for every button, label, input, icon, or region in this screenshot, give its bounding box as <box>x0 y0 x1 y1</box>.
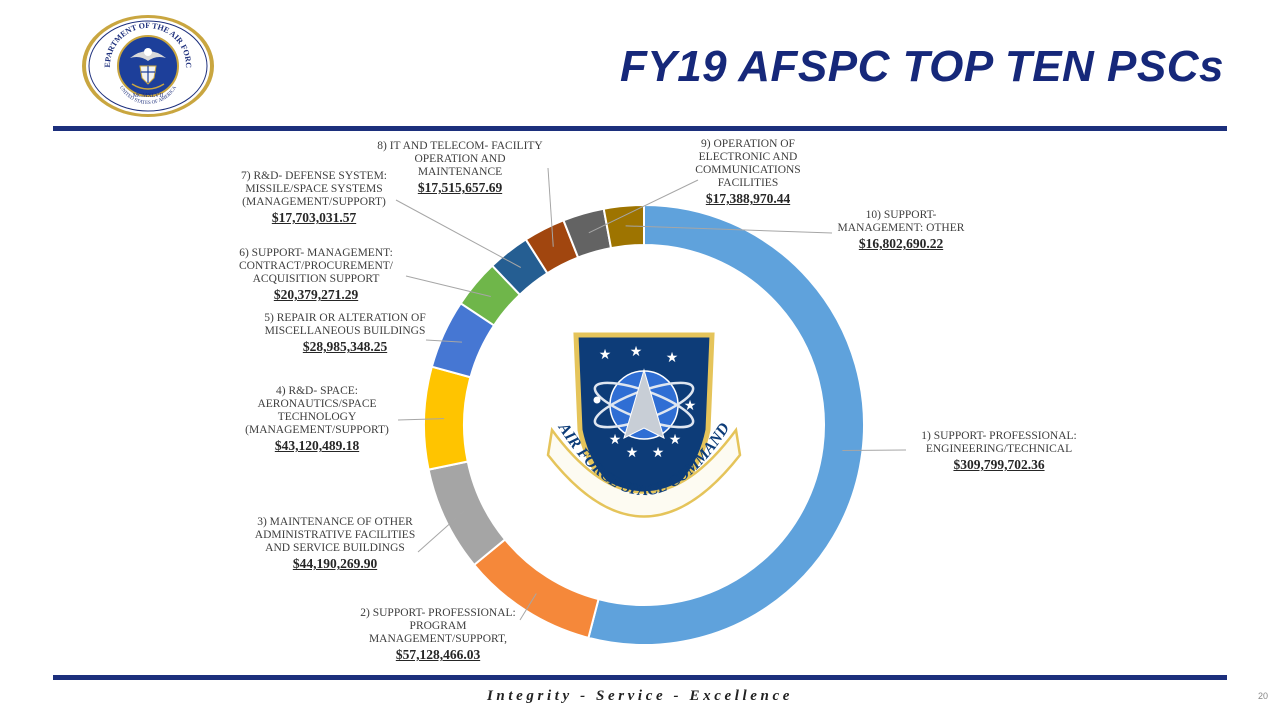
leader-line-10 <box>625 225 833 234</box>
doughnut-slice-10 <box>602 203 645 250</box>
leader-line-3 <box>417 511 464 553</box>
slice-8-category: 8) IT AND TELECOM- FACILITY OPERATION AN… <box>377 140 543 178</box>
svg-text:★: ★ <box>609 432 622 448</box>
slice-2-value: $57,128,466.03 <box>395 647 481 662</box>
svg-text:★: ★ <box>626 445 639 461</box>
header-rule <box>53 126 1227 131</box>
slice-6-value: $20,379,271.29 <box>273 287 359 302</box>
label-slice-4: 4) R&D- SPACE: AERONAUTICS/SPACE TECHNOL… <box>236 385 398 454</box>
svg-text:★: ★ <box>599 347 612 363</box>
doughnut-slice-1 <box>587 203 865 646</box>
slice-10-value: $16,802,690.22 <box>858 236 944 251</box>
label-slice-7: 7) R&D- DEFENSE SYSTEM: MISSILE/SPACE SY… <box>226 170 402 226</box>
slice-4-category: 4) R&D- SPACE: AERONAUTICS/SPACE TECHNOL… <box>245 385 389 436</box>
leader-line-6 <box>405 275 491 297</box>
slice-1-value: $309,799,702.36 <box>953 457 1045 472</box>
slice-4-value: $43,120,489.18 <box>274 438 360 453</box>
svg-text:★: ★ <box>684 398 697 414</box>
svg-text:★: ★ <box>630 344 643 360</box>
leader-line-2 <box>519 593 537 621</box>
label-slice-3: 3) MAINTENANCE OF OTHER ADMINISTRATIVE F… <box>246 516 424 572</box>
label-slice-2: 2) SUPPORT- PROFESSIONAL: PROGRAM MANAGE… <box>352 607 524 663</box>
page-number: 20 <box>1257 691 1268 701</box>
slice-9-category: 9) OPERATION OF ELECTRONIC AND COMMUNICA… <box>695 138 801 189</box>
svg-text:★: ★ <box>669 432 682 448</box>
slice-5-category: 5) REPAIR OR ALTERATION OF MISCELLANEOUS… <box>264 312 426 337</box>
footer-motto: Integrity - Service - Excellence <box>487 688 793 704</box>
slice-8-value: $17,515,657.69 <box>417 180 503 195</box>
slice-1-category: 1) SUPPORT- PROFESSIONAL: ENGINEERING/TE… <box>921 430 1077 455</box>
slice-10-category: 10) SUPPORT- MANAGEMENT: OTHER <box>837 209 965 234</box>
slice-3-value: $44,190,269.90 <box>292 556 378 571</box>
leader-line-9 <box>588 179 699 234</box>
label-slice-9: 9) OPERATION OF ELECTRONIC AND COMMUNICA… <box>680 138 816 207</box>
afspc-emblem-logo: ★ ★ ★ ★★ ★ ★★ AIR FORCE SPACE COMMAND <box>546 332 742 518</box>
doughnut-slice-3 <box>427 460 507 567</box>
leader-line-5 <box>425 339 463 343</box>
svg-text:★: ★ <box>652 445 665 461</box>
label-slice-8: 8) IT AND TELECOM- FACILITY OPERATION AN… <box>376 140 544 196</box>
leader-line-4 <box>397 418 445 421</box>
label-slice-5: 5) REPAIR OR ALTERATION OF MISCELLANEOUS… <box>262 312 428 355</box>
footer-rule <box>53 675 1227 680</box>
slice-6-category: 6) SUPPORT- MANAGEMENT: CONTRACT/PROCURE… <box>239 247 393 285</box>
leader-line-7 <box>395 199 521 268</box>
slide-title: FY19 AFSPC TOP TEN PSCs <box>619 42 1224 91</box>
slice-9-value: $17,388,970.44 <box>705 191 791 206</box>
label-slice-6: 6) SUPPORT- MANAGEMENT: CONTRACT/PROCURE… <box>226 247 406 303</box>
slice-2-category: 2) SUPPORT- PROFESSIONAL: PROGRAM MANAGE… <box>360 607 516 645</box>
leader-line-8 <box>547 167 554 247</box>
label-slice-1: 1) SUPPORT- PROFESSIONAL: ENGINEERING/TE… <box>906 430 1092 473</box>
slice-3-category: 3) MAINTENANCE OF OTHER ADMINISTRATIVE F… <box>254 516 416 554</box>
svg-text:★: ★ <box>666 350 679 366</box>
label-slice-10: 10) SUPPORT- MANAGEMENT: OTHER $16,802,6… <box>830 209 972 252</box>
slice-7-category: 7) R&D- DEFENSE SYSTEM: MISSILE/SPACE SY… <box>241 170 387 208</box>
slice-5-value: $28,985,348.25 <box>302 339 388 354</box>
slice-7-value: $17,703,031.57 <box>271 210 357 225</box>
air-force-seal-logo: DEPARTMENT OF THE AIR FORCE MCMXLVII UNI… <box>80 14 214 117</box>
svg-text:MCMXLVII: MCMXLVII <box>133 93 163 99</box>
doughnut-slice-4 <box>423 365 472 471</box>
